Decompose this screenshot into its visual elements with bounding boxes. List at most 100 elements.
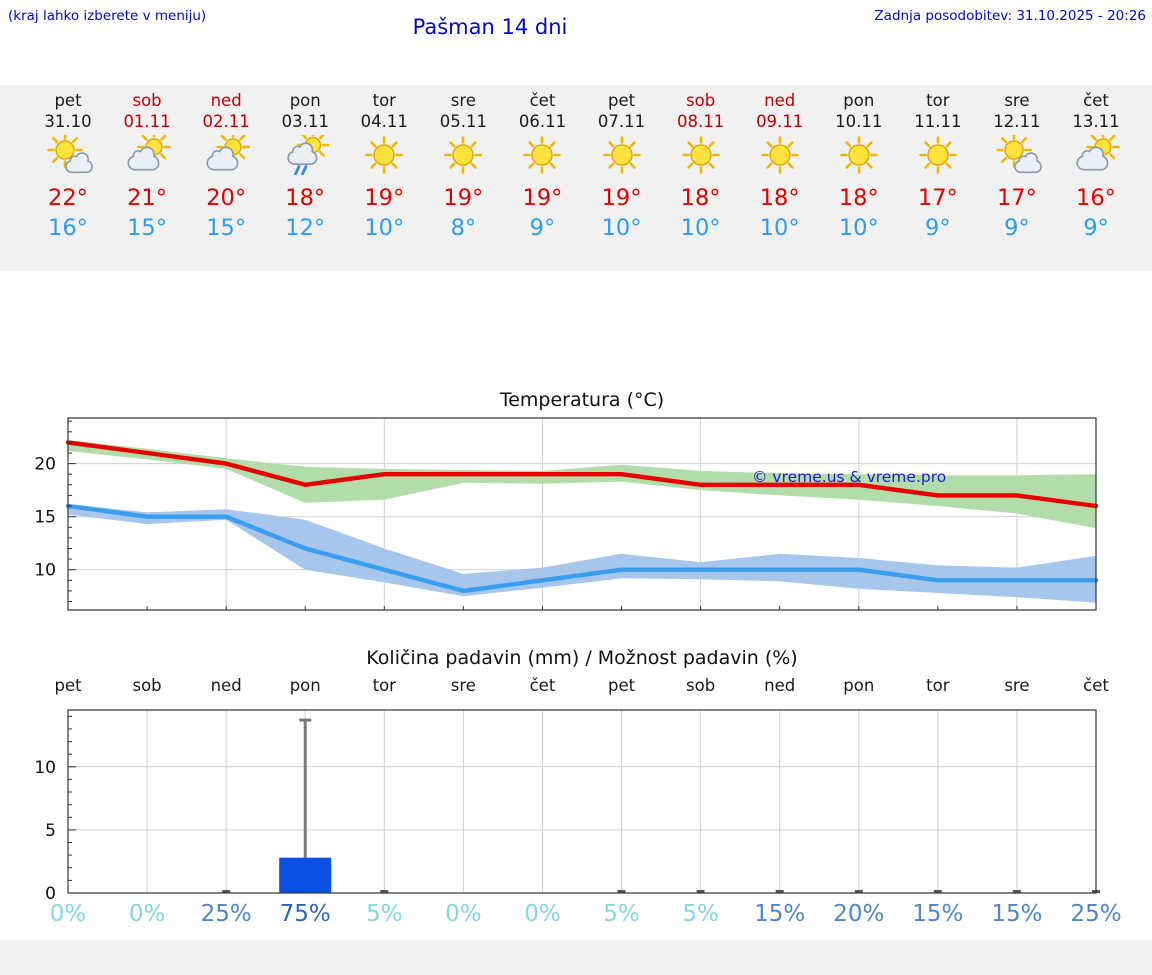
day-name: tor: [926, 91, 950, 110]
precip-trace-mark: [1012, 890, 1021, 893]
weather-icon-wrap: [816, 135, 902, 177]
high-temp: 19°: [522, 185, 563, 211]
day-name: tor: [372, 91, 396, 110]
precip-day-label: čet: [529, 676, 556, 695]
weather-icon-wrap: [262, 135, 348, 177]
day-name: čet: [1083, 91, 1109, 110]
weather-icon-wrap: [737, 135, 823, 177]
forecast-day: tor 11.11 17° 9°: [895, 90, 981, 241]
sunny-icon: [760, 136, 799, 174]
precip-probability-label: 0%: [445, 901, 482, 927]
sunny-icon: [919, 136, 957, 174]
menu-hint: (kraj lahko izberete v meniju): [8, 8, 207, 24]
day-date: 13.11: [1072, 112, 1120, 131]
precip-probability-label: 0%: [49, 901, 87, 927]
forecast-day: sob 01.11 21° 15°: [104, 90, 190, 241]
precip-day-label: tor: [926, 676, 950, 695]
vreme-watermark-link[interactable]: © vreme.us & vreme.pro: [752, 468, 947, 486]
precip-probability-label: 15%: [912, 901, 964, 927]
low-temp: 10°: [838, 215, 879, 241]
precip-probability-label: 15%: [754, 901, 806, 927]
precip-day-label: pon: [843, 676, 875, 695]
max-temperature-line: [65, 440, 1099, 509]
day-name: pon: [289, 91, 321, 110]
forecast-day: ned 09.11 18° 10°: [737, 90, 823, 241]
low-temp: 10°: [759, 215, 800, 241]
y-tick-label: 20: [34, 455, 56, 475]
mostly-cloudy-icon: [206, 135, 250, 171]
precip-probability-label: 0%: [524, 901, 561, 927]
day-date: 07.11: [597, 112, 646, 131]
forecast-day: sre 05.11 19° 8°: [420, 90, 506, 241]
precip-probability-label: 0%: [128, 901, 166, 927]
precipitation-chart: 0 5 10: [34, 709, 1100, 904]
low-temp: 8°: [450, 215, 477, 241]
sunny-icon: [681, 136, 720, 174]
day-name: pet: [54, 91, 82, 110]
weather-icon-wrap: [420, 135, 506, 177]
precip-probability-label: 5%: [603, 901, 640, 927]
day-name: sre: [450, 91, 476, 110]
precip-probability-label: 25%: [1070, 901, 1122, 927]
low-temp: 15°: [127, 215, 167, 241]
y-tick-label: 0: [45, 884, 56, 904]
gridlines: [68, 710, 1096, 893]
day-date: 12.11: [993, 112, 1041, 131]
high-temp: 22°: [48, 185, 88, 211]
low-temp: 9°: [1004, 215, 1030, 241]
low-temp: 12°: [285, 215, 326, 241]
day-date: 01.11: [123, 112, 171, 131]
high-temp: 19°: [364, 185, 405, 211]
day-name: sre: [1004, 91, 1030, 110]
weather-icon-wrap: [579, 135, 665, 177]
mostly-cloudy-icon: [127, 135, 171, 171]
precip-probability-label: 20%: [833, 901, 885, 927]
precip-day-label: pet: [54, 676, 82, 695]
axis-ticks: [68, 715, 76, 894]
high-temp: 19°: [443, 185, 484, 211]
y-tick-label: 5: [45, 821, 56, 841]
day-date: 10.11: [835, 112, 883, 131]
day-name: pon: [843, 91, 875, 110]
day-date: 08.11: [676, 112, 725, 131]
precip-day-label: sob: [132, 676, 162, 695]
temperature-chart-title: Temperatura (°C): [499, 389, 665, 411]
day-date: 04.11: [360, 112, 408, 131]
precip-trace-mark: [933, 890, 942, 893]
forecast-day: pet 07.11 19° 10°: [579, 90, 665, 241]
forecast-day: sob 08.11 18° 10°: [658, 90, 744, 241]
precip-day-label: pet: [607, 676, 636, 695]
last-update: Zadnja posodobitev: 31.10.2025 - 20:26: [874, 8, 1146, 24]
precip-trace-mark: [696, 890, 705, 893]
high-temp: 20°: [206, 185, 247, 211]
plot-border: [67, 709, 1097, 894]
day-name: sob: [686, 91, 716, 110]
precip-trace-mark: [854, 890, 863, 893]
precip-day-label: sre: [450, 676, 476, 695]
precip-day-label: sre: [1004, 676, 1030, 695]
day-name: ned: [764, 91, 796, 110]
weather-icon-wrap: [183, 135, 269, 177]
forecast-day: ned 02.11 20° 15°: [183, 90, 269, 241]
precip-day-label: čet: [1083, 676, 1109, 695]
page-title: Pašman 14 dni: [412, 15, 568, 39]
weather-icon-wrap: [1053, 135, 1139, 177]
high-temp: 21°: [127, 185, 167, 211]
precip-probability-label: 75%: [279, 901, 331, 927]
precip-day-label: tor: [372, 676, 396, 695]
weather-icon-wrap: [499, 135, 585, 177]
sunny-icon: [523, 136, 562, 174]
sunny-icon: [365, 136, 404, 174]
day-name: sob: [132, 91, 162, 110]
precip-trace-mark: [222, 890, 231, 893]
partly-cloudy-icon: [996, 135, 1042, 174]
precip-day-label: ned: [210, 676, 242, 695]
high-temp: 16°: [1076, 185, 1116, 211]
sunny-icon: [444, 136, 483, 174]
sunny-icon: [839, 136, 878, 174]
sunny-icon: [602, 136, 641, 174]
forecast-strip: pet 31.10 22° 16° sob 01.11 21° 15° ned 02.11 20° 1…: [0, 85, 1152, 271]
day-date: 06.11: [518, 112, 567, 131]
high-temp: 18°: [838, 185, 879, 211]
forecast-day: pon 03.11 18° 12°: [262, 90, 348, 241]
